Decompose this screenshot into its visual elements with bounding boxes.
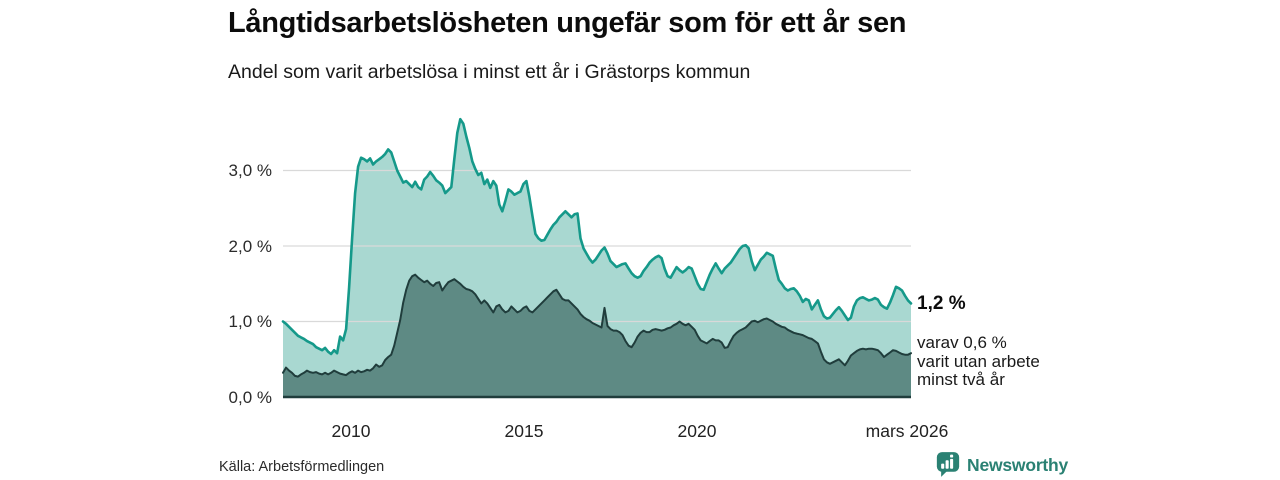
latest-secondary-line-3: minst två år <box>917 370 1005 390</box>
newsworthy-logo: Newsworthy <box>936 451 1068 478</box>
latest-value-label: 1,2 % <box>917 293 966 314</box>
y-axis-label-2: 2,0 % <box>228 236 272 256</box>
x-axis-label-2015: 2015 <box>504 421 544 441</box>
y-axis-label-1: 1,0 % <box>228 312 272 331</box>
latest-secondary-line-1: varav 0,6 % <box>917 333 1007 352</box>
y-axis-label-0: 0,0 % <box>228 387 272 407</box>
y-axis-label-3: 3,0 % <box>228 161 272 180</box>
source-note: Källa: Arbetsförmedlingen <box>219 459 385 475</box>
x-axis-label-2010: 2010 <box>331 421 371 441</box>
x-axis-label-2020: 2020 <box>677 421 717 441</box>
x-axis-label-latest: mars 2026 <box>865 421 949 441</box>
latest-secondary-label: varav 0,6 % varit utan arbete minst två … <box>917 333 1040 390</box>
newsworthy-logo-icon <box>936 452 960 477</box>
chart-title: Långtidsarbetslösheten ungefär som för e… <box>228 7 907 39</box>
chart-subtitle: Andel som varit arbetslösa i minst ett å… <box>228 61 751 83</box>
latest-secondary-line-2: varit utan arbete <box>917 351 1040 371</box>
newsworthy-logo-text: Newsworthy <box>967 455 1069 475</box>
